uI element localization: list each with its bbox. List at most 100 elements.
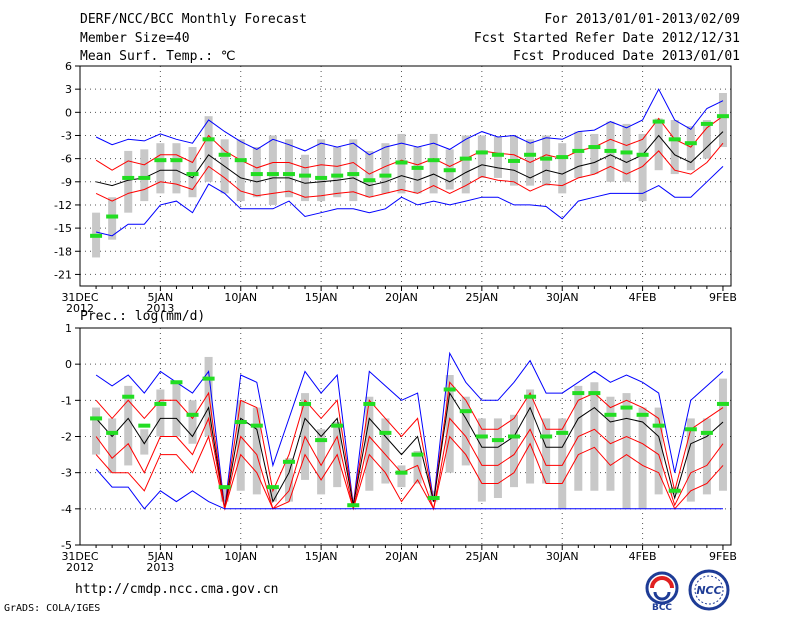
- temp-spread-box: [702, 120, 711, 159]
- temp-line-upper: [95, 115, 724, 175]
- temp-spread-box: [461, 135, 470, 194]
- prec-spread-box: [574, 385, 583, 491]
- temp-ytick-label: -18: [54, 245, 72, 258]
- temp-spread-box: [124, 150, 133, 213]
- prec-ytick-label: 1: [65, 322, 72, 335]
- temp-ytick-label: -6: [61, 153, 72, 166]
- temp-observed-marker: [668, 137, 681, 142]
- prec-observed-marker: [700, 430, 713, 435]
- temp-spread-box: [317, 139, 326, 202]
- temp-frame: [79, 65, 732, 287]
- temp-xtick-label: 25JAN: [465, 291, 498, 304]
- prec-line-lower: [95, 416, 724, 511]
- prec-observed-marker: [636, 412, 649, 417]
- temp-observed-marker: [315, 175, 328, 180]
- temp-ytick-label: -3: [61, 129, 72, 142]
- prec-spread-box: [526, 389, 535, 484]
- temp-observed-marker: [684, 141, 697, 146]
- temp-spread-box: [477, 135, 486, 178]
- temp-observed-marker: [299, 173, 312, 178]
- temp-xtick-label: 20JAN: [385, 291, 418, 304]
- temp-observed-marker: [459, 156, 472, 161]
- temp-observed-marker: [250, 172, 263, 177]
- prec-observed-marker: [363, 401, 376, 406]
- prec-observed-marker: [572, 391, 585, 396]
- prec-spread-box: [686, 418, 695, 502]
- temp-observed-marker: [540, 156, 553, 161]
- temp-xtick-label: 30JAN: [546, 291, 579, 304]
- prec-observed-marker: [170, 380, 183, 385]
- prec-frame: [79, 327, 732, 546]
- prec-observed-marker: [315, 438, 328, 443]
- temp-observed-marker: [170, 158, 183, 163]
- temp-spread-box: [381, 143, 390, 194]
- temp-observed-marker: [700, 121, 713, 126]
- fcst-produced-date: Fcst Produced Date 2013/01/01: [513, 49, 740, 64]
- temp-observed-marker: [620, 150, 633, 155]
- prec-observed-marker: [379, 430, 392, 435]
- temp-observed-marker: [347, 172, 360, 177]
- prec-observed-marker: [524, 394, 537, 399]
- temp-ytick-label: 3: [65, 83, 72, 96]
- precip-panel-label: Prec.: log(mm/d): [80, 309, 206, 324]
- prec-observed-marker: [540, 434, 553, 439]
- temp-xtick-label: 4FEB: [629, 291, 657, 304]
- prec-line-max: [95, 351, 724, 509]
- bcc-logo: BCC: [645, 571, 679, 612]
- prec-xtick-label: 25JAN: [465, 550, 498, 563]
- prec-observed-marker: [90, 416, 103, 421]
- temp-observed-marker: [427, 158, 440, 163]
- prec-xtick-year: 2012: [66, 561, 94, 574]
- temp-xtick-year: 2013: [146, 302, 174, 315]
- prec-observed-marker: [475, 434, 488, 439]
- temp-spread-box: [590, 133, 599, 175]
- prec-observed-marker: [491, 438, 504, 443]
- temp-observed-marker: [266, 172, 279, 177]
- prec-spread-box: [92, 407, 101, 455]
- prec-observed-marker: [331, 423, 344, 428]
- prec-observed-marker: [459, 409, 472, 414]
- prec-observed-marker: [556, 430, 569, 435]
- temp-spread-box: [718, 93, 727, 148]
- temp-spread-box: [349, 139, 358, 202]
- chart-title: DERF/NCC/BCC Monthly Forecast: [80, 12, 307, 27]
- prec-ytick-label: 0: [65, 358, 72, 371]
- prec-spread-box: [718, 378, 727, 491]
- site-url[interactable]: http://cmdp.ncc.cma.gov.cn: [75, 582, 279, 597]
- prec-ytick-label: -5: [61, 539, 72, 552]
- prec-observed-marker: [411, 452, 424, 457]
- temp-xtick-label: 9FEB: [709, 291, 737, 304]
- prec-observed-marker: [716, 401, 729, 406]
- temp-observed-marker: [524, 152, 537, 157]
- temp-spread-box: [140, 149, 149, 202]
- prec-spread-box: [172, 382, 181, 437]
- temp-spread-box: [413, 147, 422, 194]
- temp-observed-marker: [588, 145, 601, 150]
- prec-spread-box: [108, 418, 117, 473]
- temp-observed-marker: [106, 214, 119, 219]
- prec-observed-marker: [668, 488, 681, 493]
- temp-observed-marker: [443, 168, 456, 173]
- prec-line-upper: [95, 381, 724, 509]
- temp-observed-marker: [652, 119, 665, 124]
- prec-spread-box: [381, 418, 390, 484]
- temp-xtick-label: 10JAN: [224, 291, 257, 304]
- temp-spread-box: [654, 118, 663, 171]
- prec-spread-box: [124, 385, 133, 466]
- prec-spread-box: [542, 418, 551, 484]
- temp-observed-marker: [379, 173, 392, 178]
- temp-observed-marker: [186, 172, 199, 177]
- temp-ytick-label: -15: [54, 222, 72, 235]
- prec-spread-box: [188, 400, 197, 444]
- prec-observed-marker: [202, 376, 215, 381]
- prec-ytick-label: -4: [61, 503, 72, 516]
- prec-spread-box: [702, 418, 711, 495]
- temp-observed-marker: [716, 114, 729, 119]
- temp-spread-box: [493, 137, 502, 178]
- temp-observed-marker: [138, 175, 151, 180]
- temp-spread-box: [172, 143, 181, 194]
- temp-observed-marker: [122, 175, 135, 180]
- temp-observed-marker: [491, 152, 504, 157]
- temp-ytick-label: -12: [54, 199, 72, 212]
